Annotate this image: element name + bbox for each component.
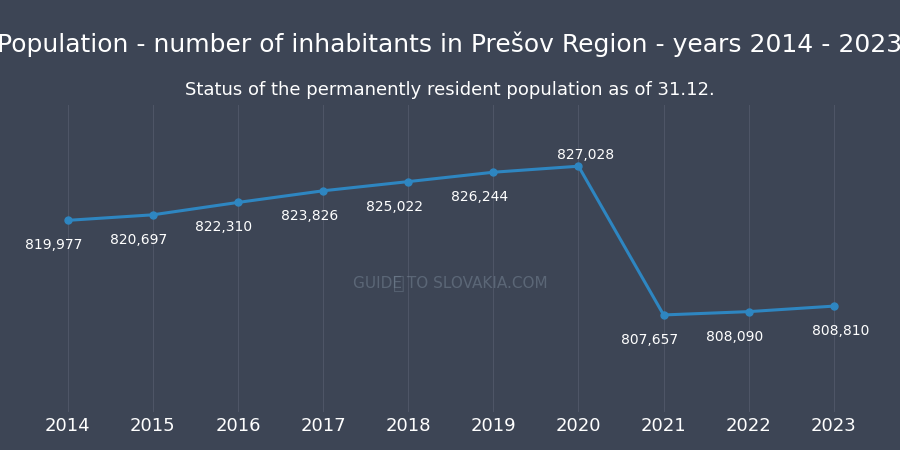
Text: 826,244: 826,244 — [451, 190, 508, 204]
Text: Status of the permanently resident population as of 31.12.: Status of the permanently resident popul… — [185, 81, 715, 99]
Text: 808,090: 808,090 — [706, 330, 763, 344]
Text: Population - number of inhabitants in Prešov Region - years 2014 - 2023: Population - number of inhabitants in Pr… — [0, 32, 900, 57]
Text: 820,697: 820,697 — [111, 233, 167, 247]
Text: ⛰: ⛰ — [392, 274, 404, 292]
Text: 825,022: 825,022 — [365, 200, 423, 214]
Text: 822,310: 822,310 — [195, 220, 253, 234]
Text: 819,977: 819,977 — [25, 238, 83, 252]
Text: GUIDE TO SLOVAKIA.COM: GUIDE TO SLOVAKIA.COM — [354, 276, 548, 291]
Text: 807,657: 807,657 — [621, 333, 679, 347]
Text: 808,810: 808,810 — [812, 324, 869, 338]
Text: 823,826: 823,826 — [281, 209, 338, 223]
Text: 827,028: 827,028 — [557, 148, 614, 162]
